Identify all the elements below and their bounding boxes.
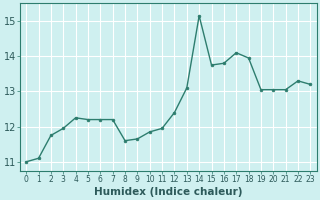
- X-axis label: Humidex (Indice chaleur): Humidex (Indice chaleur): [94, 187, 243, 197]
